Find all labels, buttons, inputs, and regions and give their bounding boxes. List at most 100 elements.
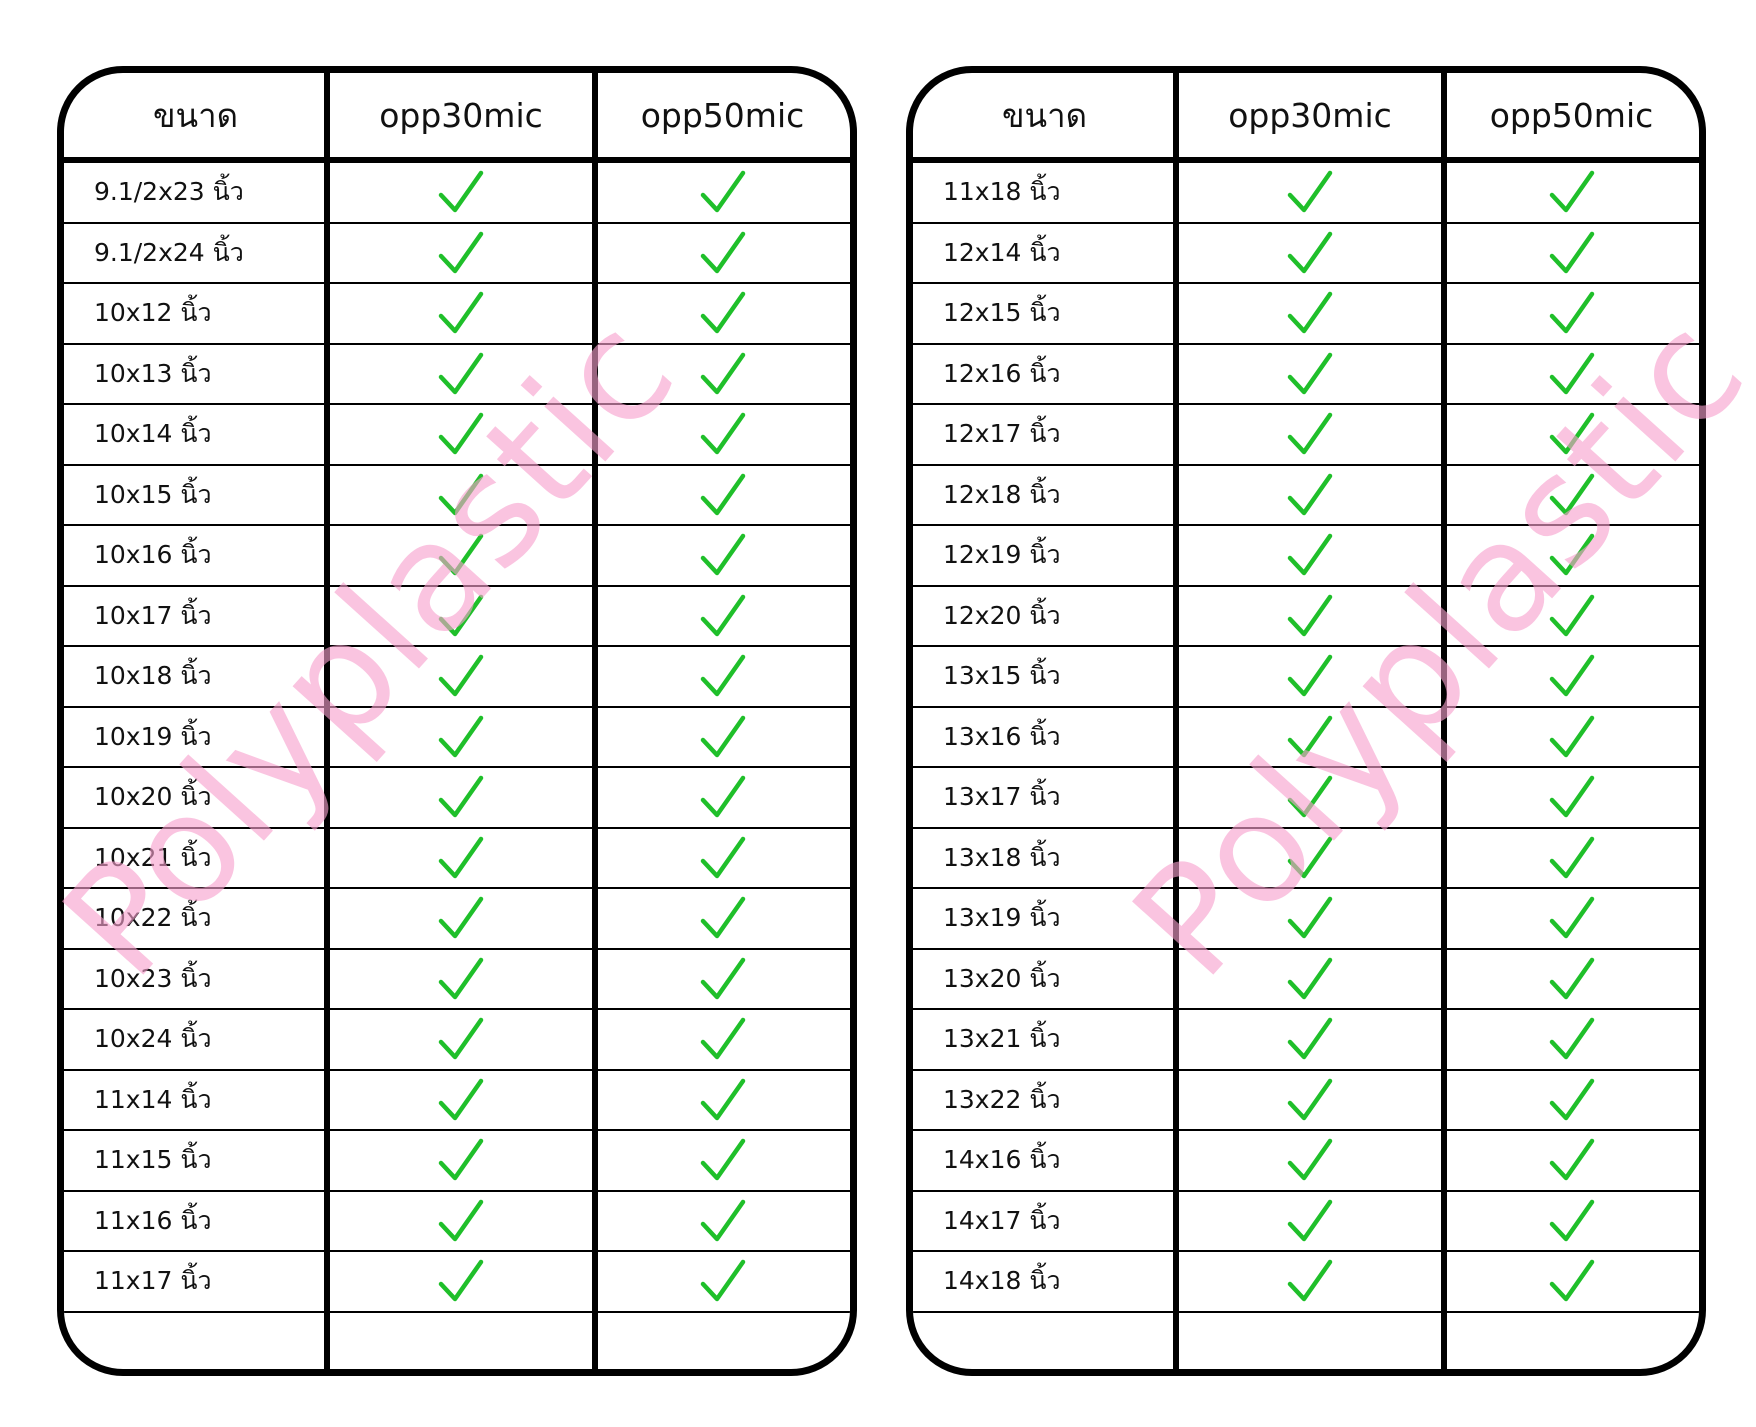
size-cell: 12x14 นิ้ว xyxy=(943,237,1061,267)
size-cell: 12x19 นิ้ว xyxy=(943,540,1061,570)
checkmark-icon xyxy=(1549,1018,1594,1060)
checkmark-icon xyxy=(1549,957,1594,999)
column-divider xyxy=(324,73,330,1369)
opp50mic-cell xyxy=(595,351,850,397)
opp30mic-cell xyxy=(327,774,595,820)
opp30mic-cell xyxy=(327,472,595,518)
opp30mic-cell xyxy=(1176,411,1444,457)
checkmark-icon xyxy=(1287,171,1333,213)
checkmark-icon xyxy=(438,1199,484,1241)
table-row: 10x20 นิ้ว xyxy=(64,768,850,829)
size-cell: 10x18 นิ้ว xyxy=(94,661,212,691)
opp30mic-cell xyxy=(327,956,595,1002)
size-cell: 13x17 นิ้ว xyxy=(943,782,1061,812)
opp50mic-cell xyxy=(1444,1016,1699,1062)
size-cell: 11x14 นิ้ว xyxy=(94,1084,212,1114)
opp30mic-cell xyxy=(1176,472,1444,518)
table-row: 10x18 นิ้ว xyxy=(64,647,850,708)
checkmark-icon xyxy=(700,836,745,878)
size-cell: 10x19 นิ้ว xyxy=(94,721,212,751)
opp30mic-cell xyxy=(327,351,595,397)
opp30mic-cell xyxy=(1176,290,1444,336)
size-table-right: ขนาด opp30mic opp50mic 11x18 นิ้ว 12x14 น… xyxy=(906,66,1706,1376)
checkmark-icon xyxy=(700,534,745,576)
checkmark-icon xyxy=(1549,655,1594,697)
table-row: 10x14 นิ้ว xyxy=(64,405,850,466)
table-body: 11x18 นิ้ว 12x14 นิ้ว 12x15 นิ้ว 12x16 นิ้ว… xyxy=(913,163,1699,1369)
checkmark-icon xyxy=(438,836,484,878)
table-row: 14x16 นิ้ว xyxy=(913,1131,1699,1192)
table-row: 12x18 นิ้ว xyxy=(913,466,1699,526)
table-row: 10x16 นิ้ว xyxy=(64,526,850,587)
checkmark-icon xyxy=(438,1018,484,1060)
checkmark-icon xyxy=(1549,534,1594,576)
column-divider xyxy=(592,73,598,1369)
size-cell: 14x18 นิ้ว xyxy=(943,1266,1061,1296)
size-cell: 9.1/2x23 นิ้ว xyxy=(94,177,244,207)
opp30mic-cell xyxy=(1176,774,1444,820)
size-cell: 11x17 นิ้ว xyxy=(94,1266,212,1296)
table-row: 10x24 นิ้ว xyxy=(64,1010,850,1071)
checkmark-icon xyxy=(438,534,484,576)
size-table-left: ขนาด opp30mic opp50mic 9.1/2x23 นิ้ว 9.1/… xyxy=(57,66,857,1376)
table-row: 10x12 นิ้ว xyxy=(64,284,850,345)
table-row: 10x19 นิ้ว xyxy=(64,708,850,768)
table-body: 9.1/2x23 นิ้ว 9.1/2x24 นิ้ว 10x12 นิ้ว 10x1… xyxy=(64,163,850,1369)
size-cell: 10x22 นิ้ว xyxy=(94,903,212,933)
opp50mic-cell xyxy=(1444,1198,1699,1244)
table-row: 12x20 นิ้ว xyxy=(913,587,1699,647)
checkmark-icon xyxy=(438,1078,484,1120)
checkmark-icon xyxy=(1287,897,1333,939)
size-cell: 10x24 นิ้ว xyxy=(94,1024,212,1054)
table-row: 14x17 นิ้ว xyxy=(913,1192,1699,1252)
size-cell: 13x22 นิ้ว xyxy=(943,1084,1061,1114)
table-row: 11x14 นิ้ว xyxy=(64,1071,850,1131)
size-cell: 14x17 นิ้ว xyxy=(943,1205,1061,1235)
table-header: ขนาด opp30mic opp50mic xyxy=(64,73,850,163)
checkmark-icon xyxy=(1549,897,1594,939)
checkmark-icon xyxy=(438,776,484,818)
opp30mic-cell xyxy=(327,1016,595,1062)
checkmark-icon xyxy=(1287,413,1333,455)
opp30mic-cell xyxy=(1176,1137,1444,1183)
table-row: 13x20 นิ้ว xyxy=(913,950,1699,1010)
opp30mic-cell xyxy=(327,1258,595,1304)
checkmark-icon xyxy=(1287,957,1333,999)
size-cell: 10x21 นิ้ว xyxy=(94,842,212,872)
table-row: 11x15 นิ้ว xyxy=(64,1131,850,1192)
table-row: 10x17 นิ้ว xyxy=(64,587,850,647)
opp30mic-cell xyxy=(327,714,595,760)
checkmark-icon xyxy=(1287,715,1333,757)
opp30mic-cell xyxy=(327,532,595,578)
size-cell: 10x15 นิ้ว xyxy=(94,479,212,509)
size-cell: 12x15 นิ้ว xyxy=(943,298,1061,328)
size-cell: 10x13 นิ้ว xyxy=(94,358,212,388)
opp50mic-cell xyxy=(1444,472,1699,518)
size-cell: 10x16 นิ้ว xyxy=(94,540,212,570)
size-cell: 10x17 นิ้ว xyxy=(94,600,212,630)
checkmark-icon xyxy=(1287,655,1333,697)
checkmark-icon xyxy=(438,292,484,334)
size-cell: 12x18 นิ้ว xyxy=(943,479,1061,509)
opp50mic-cell xyxy=(1444,169,1699,215)
opp50mic-cell xyxy=(595,472,850,518)
size-cell: 12x16 นิ้ว xyxy=(943,358,1061,388)
checkmark-icon xyxy=(438,231,484,273)
table-row: 11x18 นิ้ว xyxy=(913,163,1699,224)
checkmark-icon xyxy=(1549,413,1594,455)
opp30mic-cell xyxy=(1176,653,1444,699)
opp50mic-cell xyxy=(595,653,850,699)
opp50mic-cell xyxy=(595,1137,850,1183)
checkmark-icon xyxy=(438,1260,484,1302)
opp50mic-cell xyxy=(595,835,850,881)
checkmark-icon xyxy=(700,473,745,515)
opp50mic-cell xyxy=(1444,835,1699,881)
checkmark-icon xyxy=(1287,1139,1333,1181)
table-row: 12x17 นิ้ว xyxy=(913,405,1699,466)
checkmark-icon xyxy=(1549,836,1594,878)
opp50mic-cell xyxy=(595,230,850,276)
opp50mic-cell xyxy=(1444,653,1699,699)
size-cell: 13x21 นิ้ว xyxy=(943,1024,1061,1054)
table-row: 10x21 นิ้ว xyxy=(64,829,850,889)
size-cell: 13x19 นิ้ว xyxy=(943,903,1061,933)
